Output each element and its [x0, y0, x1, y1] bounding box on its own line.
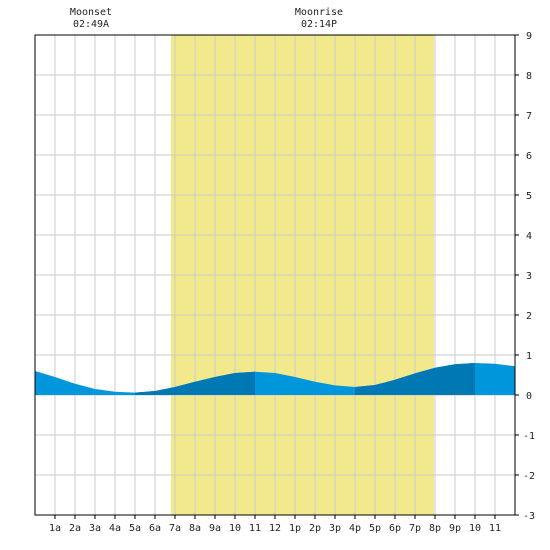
x-tick-label: 4p [349, 523, 361, 534]
x-tick-label: 5a [129, 523, 141, 534]
x-tick-label: 8p [429, 523, 441, 534]
x-tick-label: 3p [329, 523, 341, 534]
y-tick-label: -3 [523, 511, 535, 522]
moon-event-label: Moonset [70, 7, 112, 18]
x-tick-label: 1p [289, 523, 301, 534]
y-tick-label: 0 [526, 391, 532, 402]
y-tick-label: 1 [526, 351, 532, 362]
y-tick-label: -1 [523, 431, 535, 442]
x-tick-label: 5p [369, 523, 381, 534]
x-tick-label: 10 [469, 523, 481, 534]
moon-event-time: 02:14P [301, 19, 337, 30]
moon-event-label: Moonrise [295, 7, 343, 18]
y-tick-label: 3 [526, 271, 532, 282]
x-axis-ticks: 1a 2a 3a 4a 5a 6a 7a 8a 9a 10 11 12 1p 2p 3p 4p 5p 6p 7p 8p… [49, 515, 501, 534]
x-tick-label: 8a [189, 523, 201, 534]
x-tick-label: 1a [49, 523, 61, 534]
y-tick-label: 4 [526, 231, 532, 242]
y-tick-label: 5 [526, 191, 532, 202]
y-tick-label: 7 [526, 111, 532, 122]
x-tick-label: 11 [249, 523, 261, 534]
x-tick-label: 3a [89, 523, 101, 534]
x-tick-label: 2a [69, 523, 81, 534]
x-tick-label: 4a [109, 523, 121, 534]
x-tick-label: 7p [409, 523, 421, 534]
y-tick-label: 9 [526, 31, 532, 42]
x-tick-label: 9a [209, 523, 221, 534]
y-tick-label: -2 [523, 471, 535, 482]
x-tick-label: 9p [449, 523, 461, 534]
x-tick-label: 6p [389, 523, 401, 534]
x-tick-label: 6a [149, 523, 161, 534]
x-tick-label: 12 [269, 523, 281, 534]
y-tick-label: 2 [526, 311, 532, 322]
moon-event-time: 02:49A [73, 19, 109, 30]
x-tick-label: 11 [489, 523, 501, 534]
grid [35, 35, 515, 515]
x-tick-label: 2p [309, 523, 321, 534]
y-axis-ticks: -3 -2 -1 0 1 2 3 4 5 6 7 8 9 [515, 31, 535, 522]
x-tick-label: 10 [229, 523, 241, 534]
y-tick-label: 8 [526, 71, 532, 82]
y-tick-label: 6 [526, 151, 532, 162]
x-tick-label: 7a [169, 523, 181, 534]
